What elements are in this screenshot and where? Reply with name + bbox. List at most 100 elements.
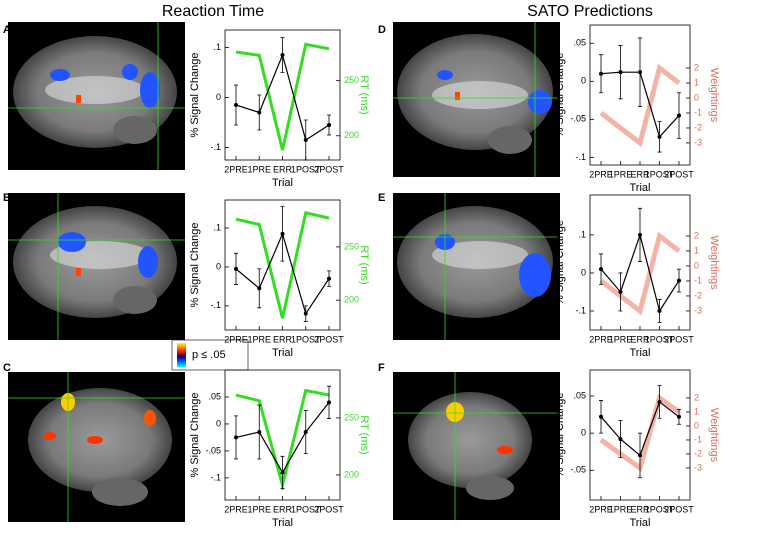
y2-tick-label: 200 (344, 295, 359, 305)
brain-image (8, 22, 185, 170)
y-tick-label: .05 (573, 38, 586, 48)
point (638, 232, 642, 237)
point (303, 430, 308, 435)
y2-axis-label: RT (ms) (358, 415, 370, 454)
y2-tick-label: 1 (694, 77, 699, 87)
y2-axis-label: RT (ms) (358, 245, 370, 284)
y2-tick-label: 2 (694, 392, 699, 402)
y-tick-label: -.1 (575, 305, 586, 315)
y2-tick-label: -1 (694, 107, 702, 117)
y2-axis-label: Weightings (708, 68, 720, 123)
x-tick-label: 2POST (314, 334, 344, 344)
y2-tick-label: -3 (694, 137, 702, 147)
x-tick-label: 2POST (664, 504, 694, 514)
y2-tick-label: 0 (694, 260, 699, 270)
point (234, 266, 238, 271)
point (599, 71, 603, 76)
x-tick-label: 1POST (645, 334, 675, 344)
x-tick-label: 1POST (645, 169, 675, 179)
y2-tick-label: 0 (694, 420, 699, 430)
y2-axis-label: Weightings (708, 235, 720, 290)
y-tick-label: .1 (213, 222, 221, 232)
y2-tick-label: 250 (344, 241, 359, 251)
y-tick-label: -.05 (205, 445, 221, 455)
y-tick-label: -.1 (210, 472, 221, 482)
series-line (235, 42, 330, 151)
x-tick-label: 2PRE (224, 164, 248, 174)
y2-axis-label: Weightings (708, 408, 720, 463)
point (657, 399, 662, 404)
x-tick-label: 1PRE (609, 169, 633, 179)
y-tick-label: 0 (581, 267, 586, 277)
x-axis-label: Trial (272, 347, 293, 359)
point (599, 267, 603, 272)
colorbar-legend: p ≤ .05 (171, 339, 249, 371)
y2-tick-label: -1 (694, 275, 702, 285)
x-tick-label: 1POST (291, 504, 321, 514)
x-tick-label: ERR (273, 334, 293, 344)
y2-tick-label: 1 (694, 406, 699, 416)
point (677, 414, 681, 419)
y-axis-label: % Signal Change (189, 222, 201, 307)
y2-tick-label: -3 (694, 462, 702, 472)
y2-tick-label: -1 (694, 434, 702, 444)
point (657, 308, 662, 313)
y-axis-label: % Signal Change (554, 392, 566, 477)
panel-letter: F (378, 362, 385, 374)
x-tick-label: 1PRE (247, 164, 271, 174)
point (677, 113, 681, 118)
x-tick-label: 1PRE (609, 334, 633, 344)
y-tick-label: -.1 (575, 152, 586, 162)
y-axis-label: % Signal Change (189, 52, 201, 137)
panel-letter: A (3, 24, 11, 36)
point (599, 414, 603, 419)
x-axis-label: Trial (630, 347, 651, 359)
panel-letter: B (3, 192, 11, 204)
x-tick-label: 2POST (314, 164, 344, 174)
y-tick-label: .05 (208, 391, 221, 401)
series-line (599, 231, 681, 316)
x-tick-label: ERR (630, 504, 650, 514)
y2-tick-label: -2 (694, 290, 702, 300)
x-tick-label: 1POST (291, 164, 321, 174)
point (327, 400, 331, 405)
x-tick-label: ERR (273, 164, 293, 174)
point (257, 110, 262, 115)
x-tick-label: 2PRE (589, 504, 613, 514)
series-line (235, 210, 330, 319)
point (280, 231, 285, 236)
brain-image (8, 372, 185, 522)
x-tick-label: 2POST (314, 504, 344, 514)
x-tick-label: 2PRE (589, 169, 613, 179)
point (638, 453, 642, 458)
x-tick-label: ERR (630, 334, 650, 344)
point (618, 70, 623, 75)
y-axis-label: % Signal Change (554, 52, 566, 137)
y2-tick-label: 200 (344, 469, 359, 479)
point (234, 103, 238, 107)
column-title: SATO Predictions (527, 3, 653, 20)
x-tick-label: ERR (630, 169, 650, 179)
point (657, 134, 662, 139)
x-tick-label: 2PRE (589, 334, 613, 344)
x-axis-label: Trial (630, 517, 651, 529)
y-tick-label: .1 (578, 229, 586, 239)
y2-tick-label: 200 (344, 130, 359, 140)
x-tick-label: 2PRE (224, 504, 248, 514)
panel-letter: C (3, 362, 11, 374)
x-tick-label: 1POST (291, 334, 321, 344)
y-tick-label: .1 (213, 42, 221, 52)
y-tick-label: 0 (216, 92, 221, 102)
point (618, 289, 623, 294)
legend-label: p ≤ .05 (192, 349, 226, 361)
x-tick-label: 1PRE (609, 504, 633, 514)
y2-tick-label: 2 (694, 230, 699, 240)
x-tick-label: 1PRE (247, 334, 271, 344)
y-tick-label: .05 (573, 390, 586, 400)
y-axis-label: % Signal Change (554, 220, 566, 305)
point (618, 437, 623, 442)
y2-tick-label: -2 (694, 122, 702, 132)
point (638, 70, 642, 75)
